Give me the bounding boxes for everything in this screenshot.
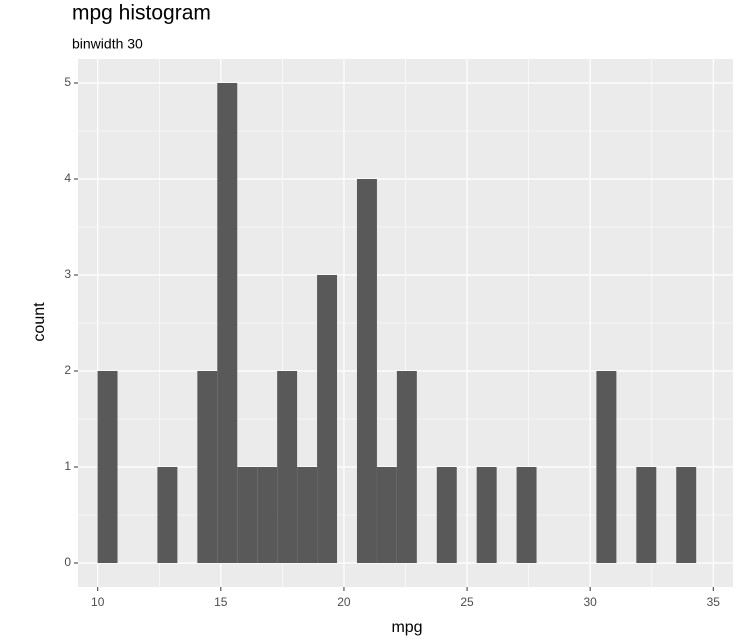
x-axis-label: mpg xyxy=(391,619,422,636)
bar xyxy=(476,467,497,563)
bar xyxy=(436,467,457,563)
y-tick-label: 1 xyxy=(64,459,71,473)
y-tick-label: 0 xyxy=(64,555,71,569)
x-tick-label: 30 xyxy=(584,595,598,609)
x-tick-label: 20 xyxy=(337,595,351,609)
bar xyxy=(277,371,298,563)
bar xyxy=(596,371,617,563)
x-tick-label: 25 xyxy=(460,595,474,609)
bar xyxy=(197,371,218,563)
chart-title: mpg histogram xyxy=(72,2,211,25)
bar xyxy=(97,371,118,563)
y-tick-label: 3 xyxy=(64,267,71,281)
bar xyxy=(636,467,657,563)
bar xyxy=(516,467,537,563)
x-tick-label: 10 xyxy=(91,595,105,609)
y-tick-label: 4 xyxy=(64,171,71,185)
y-tick-label: 5 xyxy=(64,75,71,89)
bar xyxy=(257,467,278,563)
bar xyxy=(237,467,258,563)
bar xyxy=(356,179,377,563)
y-tick-label: 2 xyxy=(64,363,71,377)
bar xyxy=(157,467,178,563)
bar xyxy=(676,467,697,563)
bar xyxy=(317,275,338,563)
bar xyxy=(217,83,238,563)
bar xyxy=(396,371,417,563)
chart-subtitle: binwidth 30 xyxy=(72,36,143,52)
y-axis-label: count xyxy=(31,302,48,342)
x-tick-label: 15 xyxy=(214,595,228,609)
x-tick-label: 35 xyxy=(707,595,721,609)
bar xyxy=(376,467,397,563)
bar xyxy=(297,467,318,563)
